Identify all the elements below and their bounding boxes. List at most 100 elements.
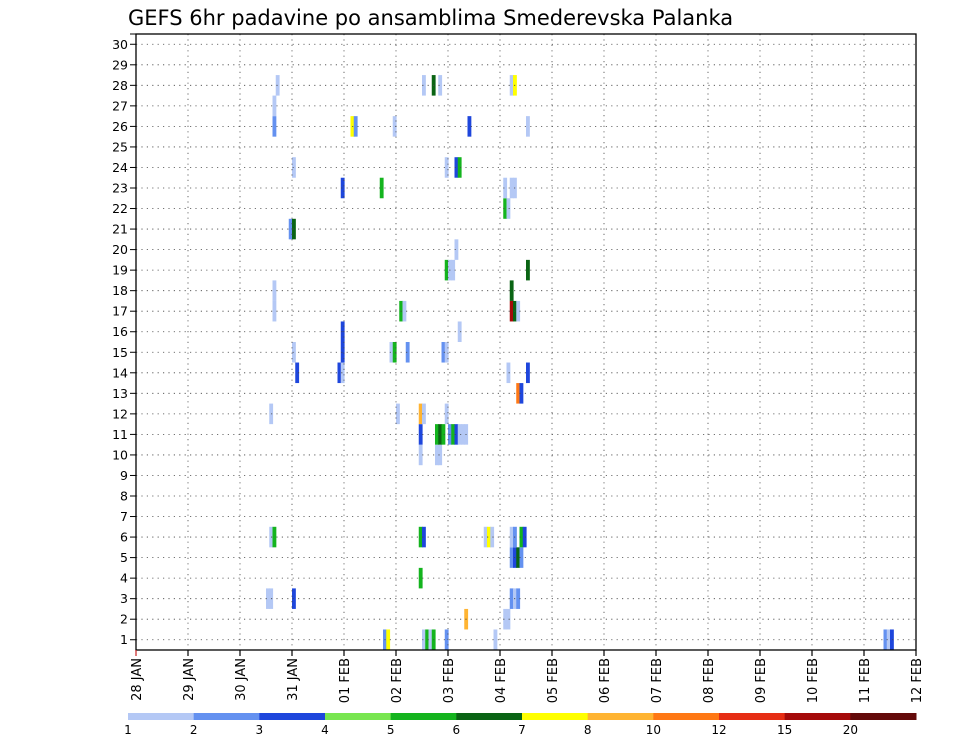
heatmap-cell: [467, 116, 472, 137]
heatmap-cell: [392, 342, 397, 363]
y-tick-label: 13: [112, 386, 128, 401]
x-tick-label: 28 JAN: [130, 658, 145, 701]
heatmap-cell: [337, 362, 342, 384]
heatmap-cell: [438, 444, 443, 466]
heatmap-cell: [444, 157, 449, 178]
y-tick-label: 2: [120, 612, 128, 627]
heatmap-cell: [418, 403, 423, 425]
heatmap-cell: [457, 424, 462, 445]
legend-label: 2: [190, 723, 198, 737]
heatmap-cell: [435, 424, 439, 445]
heatmap-cell: [519, 547, 524, 568]
heatmap-cell: [288, 218, 293, 240]
heatmap-cell: [490, 526, 495, 548]
heatmap-cell: [275, 75, 280, 96]
heatmap-cell: [516, 547, 521, 568]
y-tick-label: 11: [112, 427, 128, 442]
heatmap-cell: [457, 157, 462, 178]
heatmap-cell: [422, 403, 426, 425]
y-tick-label: 25: [112, 139, 128, 154]
heatmap-cell: [503, 177, 508, 199]
heatmap-cell: [526, 116, 530, 137]
y-tick-label: 6: [120, 530, 128, 545]
legend-swatch: [653, 713, 720, 720]
y-tick-label: 4: [120, 571, 128, 586]
legend-swatch: [259, 713, 326, 720]
heatmap-cell: [506, 362, 511, 384]
y-tick-label: 22: [112, 201, 128, 216]
heatmap-cell: [506, 608, 511, 630]
heatmap-cell: [509, 547, 514, 568]
y-tick-label: 26: [112, 119, 128, 134]
heatmap-cell: [509, 300, 514, 322]
heatmap-cell: [519, 383, 524, 404]
legend-label: 10: [646, 723, 661, 737]
heatmap-cell: [509, 75, 514, 96]
legend-swatch: [456, 713, 523, 720]
legend-label: 6: [453, 723, 461, 737]
y-axis: 1234567891011121314151617181920212223242…: [112, 33, 136, 647]
y-tick-label: 24: [112, 160, 128, 175]
legend-swatch: [193, 713, 260, 720]
x-tick-label: 12 FEB: [910, 658, 925, 703]
y-tick-label: 28: [112, 78, 128, 93]
x-tick-label: 03 FEB: [442, 658, 457, 703]
heatmap-cell: [396, 403, 400, 425]
y-tick-label: 5: [120, 550, 128, 565]
x-tick-label: 04 FEB: [494, 658, 509, 703]
y-tick-label: 27: [112, 98, 128, 113]
heatmap-cell: [454, 424, 459, 445]
heatmap-cell: [418, 526, 423, 548]
heatmap-cell: [526, 259, 530, 281]
heatmap-cell: [292, 218, 296, 240]
heatmap-cell: [516, 588, 521, 609]
y-tick-label: 19: [112, 263, 128, 278]
heatmap-cell: [405, 342, 410, 363]
legend-swatch: [587, 713, 654, 720]
x-tick-label: 31 JAN: [286, 658, 301, 701]
heatmap-cell: [451, 259, 456, 281]
heatmap-cell: [451, 424, 456, 445]
y-tick-label: 23: [112, 181, 128, 196]
heatmap-cell: [422, 75, 426, 96]
legend-label: 7: [518, 723, 526, 737]
heatmap-cell: [292, 342, 296, 363]
heatmap-cell: [457, 321, 462, 342]
heatmap-cell: [503, 608, 508, 630]
heatmap-cell: [444, 629, 449, 650]
heatmap-cell: [389, 342, 394, 363]
heatmap-cell: [444, 403, 449, 425]
heatmap-cell: [516, 383, 521, 404]
heatmap-cell: [454, 157, 459, 178]
heatmap-cell: [418, 444, 423, 466]
heatmap-cell: [353, 116, 358, 137]
y-tick-label: 29: [112, 57, 128, 72]
legend-label: 15: [777, 723, 792, 737]
x-tick-label: 09 FEB: [754, 658, 769, 703]
y-tick-label: 14: [112, 365, 128, 380]
heatmap-cell: [379, 177, 384, 199]
legend-swatch: [128, 713, 195, 720]
heatmap-cell: [435, 444, 439, 466]
y-tick-label: 10: [112, 447, 128, 462]
legend-label: 3: [256, 723, 264, 737]
legend-label: 20: [843, 723, 858, 737]
cells-layer: [266, 75, 894, 650]
heatmap-cell: [418, 567, 423, 589]
y-tick-label: 17: [112, 304, 128, 319]
heatmap-cell: [509, 588, 514, 609]
heatmap-cell: [454, 239, 459, 260]
x-tick-label: 05 FEB: [546, 658, 561, 703]
x-tick-label: 30 JAN: [234, 658, 249, 701]
heatmap-cell: [461, 424, 465, 445]
heatmap-cell: [295, 362, 300, 384]
y-tick-label: 21: [112, 222, 128, 237]
heatmap-cell: [519, 526, 524, 548]
y-tick-label: 18: [112, 283, 128, 298]
heatmap-cell: [272, 280, 277, 301]
heatmap-cell: [444, 342, 449, 363]
legend-label: 8: [584, 723, 592, 737]
heatmap-cell: [509, 526, 514, 548]
heatmap-cell: [422, 629, 426, 650]
